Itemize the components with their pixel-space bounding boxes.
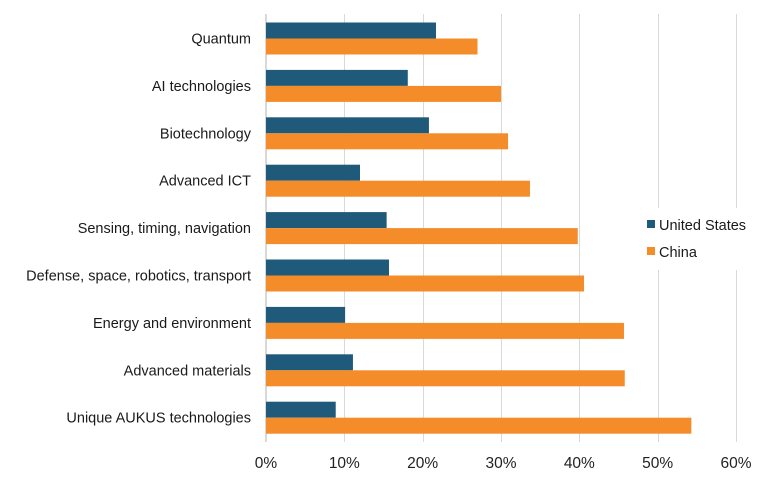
category-label: Unique AUKUS technologies (66, 411, 251, 427)
bar-united-states-sensing-timing-navigation (266, 212, 387, 229)
category-label: Quantum (191, 32, 251, 48)
x-tick-label: 40% (564, 455, 595, 472)
legend-swatch-united-states (647, 220, 655, 228)
x-tick-label: 50% (642, 455, 673, 472)
bar-china-unique-aukus-technologies (266, 417, 692, 434)
bars (266, 22, 692, 434)
bar-united-states-unique-aukus-technologies (266, 401, 336, 418)
category-label: Defense, space, robotics, transport (26, 269, 251, 285)
legend-item-united-states: United States (647, 218, 746, 234)
category-labels: Quantum AI technologies Biotechnology Advan… (26, 32, 252, 427)
x-tick-label: 20% (407, 455, 438, 472)
bar-china-advanced-ict (266, 180, 530, 197)
bar-united-states-biotechnology (266, 117, 429, 134)
category-label: Energy and environment (93, 316, 251, 332)
bar-china-energy-and-environment (266, 322, 624, 339)
x-tick-label: 10% (329, 455, 360, 472)
bar-china-advanced-materials (266, 370, 625, 387)
category-label: AI technologies (152, 79, 251, 95)
category-label: Advanced ICT (159, 174, 251, 190)
bar-united-states-advanced-ict (266, 164, 360, 181)
legend-item-china: China (647, 245, 698, 261)
bar-china-biotechnology (266, 133, 509, 150)
bar-united-states-defense-space-robotics-transport (266, 259, 389, 276)
legend-label-united-states: United States (659, 218, 746, 234)
bar-united-states-ai-technologies (266, 69, 408, 86)
legend-swatch-china (647, 247, 655, 255)
bar-china-sensing-timing-navigation (266, 228, 578, 245)
bar-united-states-energy-and-environment (266, 306, 346, 323)
x-tick-label: 0% (255, 455, 278, 472)
legend-label-china: China (659, 245, 698, 261)
bar-united-states-advanced-materials (266, 354, 353, 371)
bar-china-ai-technologies (266, 85, 501, 102)
category-label: Biotechnology (160, 126, 252, 142)
legend: United States China (635, 208, 763, 270)
bar-china-defense-space-robotics-transport (266, 275, 585, 292)
bar-united-states-quantum (266, 22, 436, 39)
category-label: Sensing, timing, navigation (78, 221, 251, 237)
legend-background (635, 208, 763, 270)
bar-china-quantum (266, 38, 478, 55)
x-tick-label: 60% (720, 455, 751, 472)
category-label: Advanced materials (124, 363, 251, 379)
x-axis-tick-labels: 0% 10% 20% 30% 40% 50% 60% (255, 455, 752, 472)
x-tick-label: 30% (485, 455, 516, 472)
